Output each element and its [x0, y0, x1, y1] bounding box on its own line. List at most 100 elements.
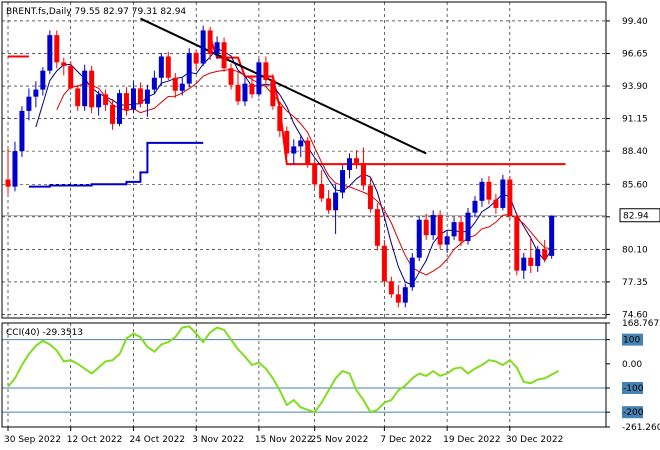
- candle-body: [193, 52, 199, 64]
- cci-y-tick-label: -100: [623, 384, 644, 394]
- price-axis: 99.4096.6593.9091.1588.4085.6082.8580.10…: [606, 17, 660, 320]
- candle-body: [409, 257, 415, 288]
- candle-body: [179, 83, 185, 91]
- y-tick-label: 88.40: [622, 147, 648, 157]
- candle-body: [312, 164, 318, 185]
- candle-body: [137, 88, 143, 104]
- candles: [5, 25, 555, 308]
- price-panel-border: [1, 1, 607, 319]
- candle-body: [96, 94, 102, 108]
- candle-body: [444, 236, 450, 245]
- cci-y-tick-label: 100: [623, 336, 640, 346]
- x-tick-label: 25 Nov 2022: [311, 435, 369, 445]
- candle-body: [47, 35, 53, 71]
- candle-body: [270, 80, 276, 107]
- candle-body: [228, 68, 234, 85]
- price-grid: [2, 2, 606, 318]
- candle-body: [423, 219, 429, 236]
- cci-grid: [2, 323, 606, 427]
- candle-body: [493, 199, 499, 208]
- candle-body: [374, 209, 380, 246]
- y-tick-label: 77.35: [622, 278, 648, 288]
- candle-body: [360, 162, 366, 186]
- candle-body: [277, 106, 283, 132]
- price-panel: 99.4096.6593.9091.1588.4085.6082.8580.10…: [1, 1, 660, 320]
- candle-body: [458, 222, 464, 242]
- x-tick-label: 3 Nov 2022: [192, 435, 244, 445]
- candle-body: [200, 30, 206, 64]
- candle-body: [319, 184, 325, 199]
- candle-body: [500, 179, 506, 208]
- candle-body: [40, 70, 46, 90]
- y-tick-label: 74.60: [622, 310, 648, 320]
- candle-body: [151, 77, 157, 90]
- cci-axis: 168.7675 100 0.00 -100 -200 -261.2605: [606, 319, 660, 433]
- candle-body: [437, 215, 443, 245]
- candle-body: [340, 170, 346, 193]
- cci-panel-border: [1, 322, 607, 428]
- candle-body: [298, 140, 304, 147]
- cci-y-tick-label: -200: [623, 408, 644, 418]
- cci-y-tick-label: 168.7675: [622, 319, 660, 329]
- candle-body: [75, 88, 81, 107]
- candle-body: [89, 70, 95, 108]
- y-tick-label: 93.90: [622, 82, 648, 92]
- last-price-box: [619, 208, 660, 223]
- candle-body: [33, 89, 39, 97]
- x-tick-label: 30 Sep 2022: [4, 435, 61, 445]
- candle-body: [347, 158, 353, 171]
- candle-body: [542, 249, 548, 259]
- candle-body: [326, 198, 332, 211]
- candle-body: [5, 179, 11, 187]
- candle-body: [305, 140, 311, 165]
- candle-body: [472, 200, 478, 213]
- candle-body: [354, 158, 359, 163]
- candle-body: [26, 96, 32, 111]
- candle-body: [367, 185, 373, 210]
- candle-body: [242, 83, 248, 102]
- candle-body: [186, 52, 192, 84]
- chart-title: BRENT.fs,Daily 79.55 82.97 79.31 82.94: [6, 7, 186, 17]
- cci-line: [7, 325, 560, 414]
- candle-body: [388, 281, 394, 295]
- candle-body: [256, 62, 262, 95]
- candle-body: [430, 215, 436, 236]
- candle-body: [402, 287, 408, 303]
- candle-body: [117, 93, 123, 124]
- candle-body: [144, 89, 150, 104]
- candle-body: [249, 83, 255, 95]
- candle-body: [103, 94, 109, 105]
- blue-band-line: [28, 141, 204, 188]
- candle-body: [549, 215, 555, 256]
- candle-body: [235, 84, 241, 102]
- trend-line: [140, 17, 427, 155]
- candle-body: [68, 65, 74, 89]
- candle-body: [19, 110, 25, 152]
- candle-body: [130, 88, 136, 110]
- candle-body: [465, 212, 471, 242]
- time-axis: 30 Sep 2022 12 Oct 2022 24 Oct 2022 3 Nov 2…: [4, 427, 563, 445]
- candle-body: [165, 56, 171, 78]
- candle-body: [172, 77, 178, 91]
- cci-panel: 168.7675 100 0.00 -100 -200 -261.2605 CCI(40)…: [1, 319, 660, 433]
- candle-body: [214, 42, 220, 55]
- cci-title: CCI(40) -29.3513: [6, 328, 83, 338]
- candle-body: [284, 131, 290, 154]
- candle-body: [535, 249, 541, 266]
- x-tick-label: 19 Dec 2022: [443, 435, 501, 445]
- last-price-label: 82.94: [623, 212, 649, 222]
- candle-body: [207, 30, 213, 55]
- candle-body: [507, 179, 513, 217]
- candle-body: [110, 104, 116, 124]
- candle-body: [528, 257, 534, 266]
- candle-body: [451, 222, 457, 237]
- cci-level-badge: [622, 382, 643, 394]
- y-tick-label: 99.40: [622, 17, 648, 27]
- candle-body: [263, 62, 269, 81]
- cci-level-badge: [622, 333, 643, 346]
- cci-y-tick-label: -261.2605: [622, 423, 660, 433]
- candle-body: [221, 42, 227, 69]
- y-tick-label: 91.15: [622, 115, 648, 125]
- cci-level-badge: [622, 406, 643, 419]
